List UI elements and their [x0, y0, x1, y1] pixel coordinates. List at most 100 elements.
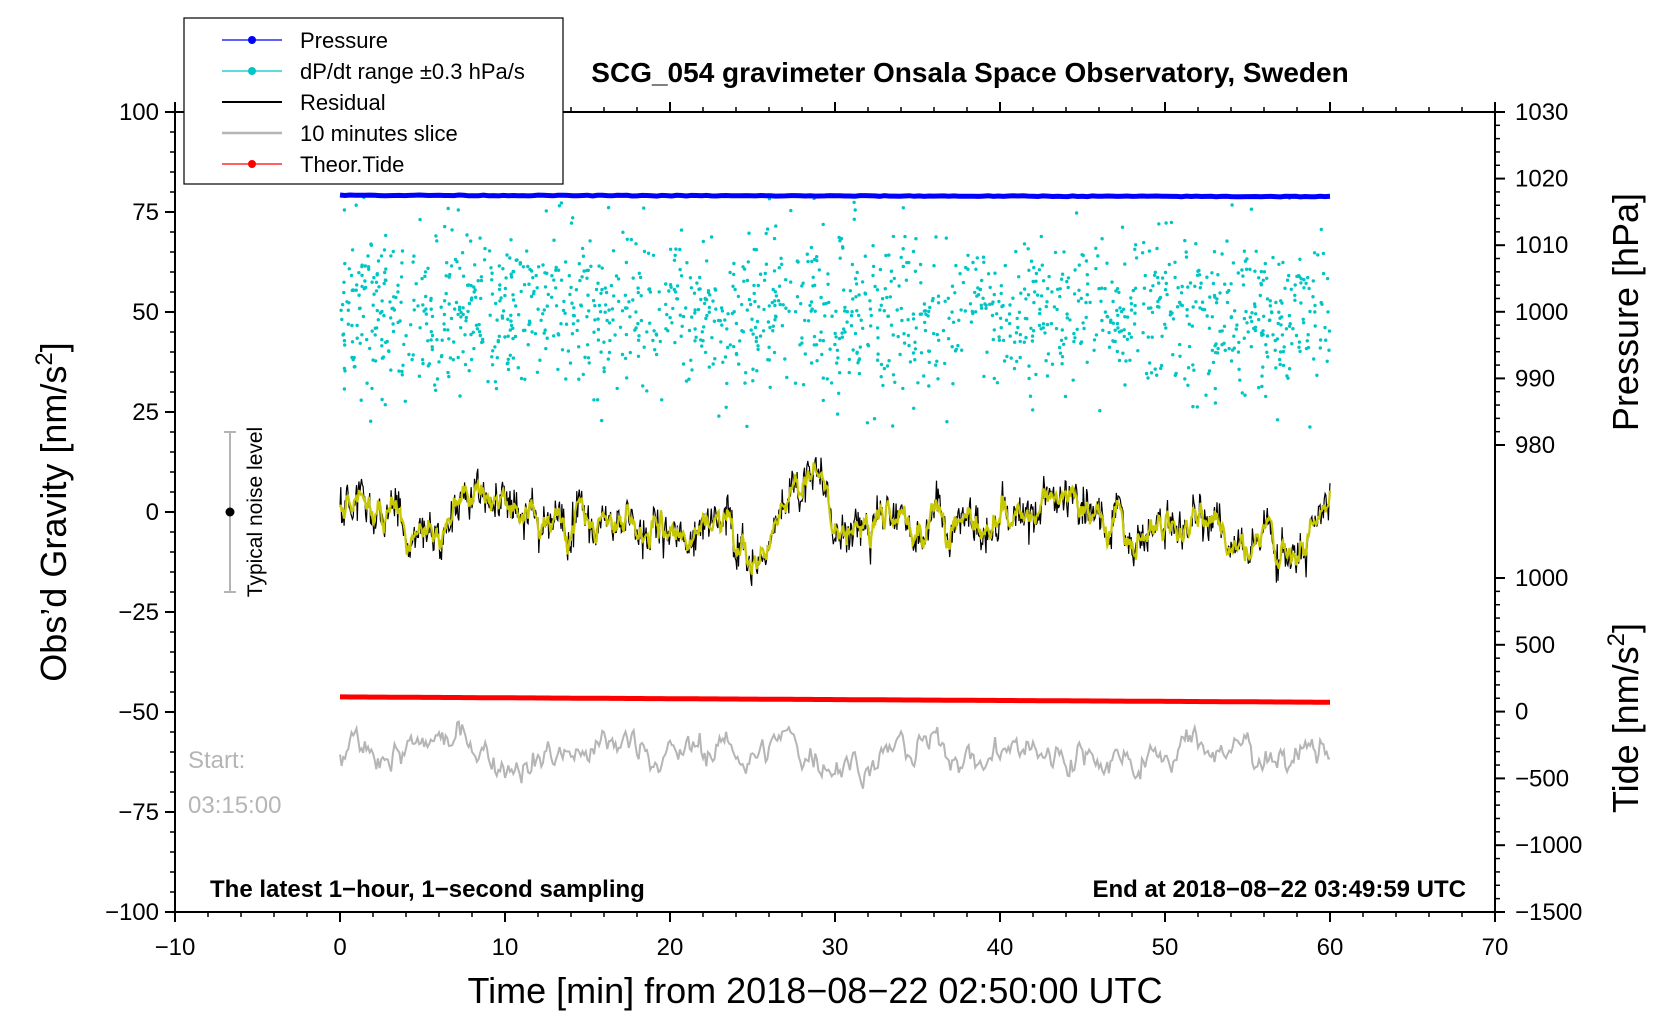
dpdt-point: [1045, 300, 1049, 304]
dpdt-point: [384, 278, 388, 283]
dpdt-point: [418, 326, 422, 330]
dpdt-point: [531, 292, 536, 296]
dpdt-point: [562, 299, 566, 304]
legend: Pressure dP/dt range ±0.3 hPa/s Residual…: [183, 17, 564, 185]
dpdt-point: [467, 369, 471, 373]
dpdt-point: [857, 357, 862, 361]
dpdt-point: [771, 324, 775, 328]
dpdt-point: [1282, 345, 1286, 349]
dpdt-point: [566, 349, 571, 353]
dpdt-point: [469, 357, 474, 362]
dpdt-point: [498, 299, 502, 303]
dpdt-point: [774, 294, 779, 298]
dpdt-point: [457, 308, 462, 312]
dpdt-point: [451, 358, 455, 362]
dpdt-point: [1099, 299, 1103, 303]
dpdt-point: [1094, 266, 1098, 271]
dpdt-point: [699, 297, 703, 302]
y-axis-tide: 1000 500 0 −500 −1000 −1500: [1495, 565, 1582, 926]
dpdt-point: [897, 284, 901, 288]
dpdt-point: [1263, 261, 1268, 266]
dpdt-point: [477, 330, 482, 334]
dpdt-point: [597, 264, 601, 268]
dpdt-point: [600, 418, 604, 423]
dpdt-point: [974, 267, 978, 271]
dpdt-point: [705, 259, 709, 263]
dpdt-point: [1119, 309, 1124, 314]
dpdt-point: [1259, 283, 1264, 287]
dpdt-point: [1039, 327, 1043, 331]
dpdt-point: [878, 308, 882, 312]
dpdt-point: [1111, 321, 1116, 325]
dpdt-point: [542, 308, 546, 312]
dpdt-point: [828, 347, 832, 351]
dpdt-point: [754, 336, 759, 340]
dpdt-point: [1307, 286, 1311, 291]
dpdt-point: [1231, 261, 1236, 265]
dpdt-point: [501, 267, 505, 271]
dpdt-point: [827, 300, 831, 305]
dpdt-point: [1013, 340, 1017, 344]
dpdt-point: [679, 228, 684, 232]
dpdt-point: [1108, 320, 1113, 324]
dpdt-point: [1168, 313, 1173, 317]
dpdt-point: [1291, 327, 1295, 331]
dpdt-point: [741, 265, 745, 269]
dpdt-point: [1128, 358, 1132, 362]
dpdt-point: [608, 338, 612, 343]
dpdt-point: [882, 309, 886, 313]
dpdt-point: [554, 265, 558, 270]
dpdt-point: [901, 264, 905, 269]
dpdt-point: [1270, 310, 1274, 315]
dpdt-point: [586, 293, 590, 297]
dpdt-point: [771, 287, 775, 292]
dpdt-point: [412, 254, 416, 258]
dpdt-point: [1055, 307, 1059, 312]
dpdt-point: [876, 336, 880, 340]
dpdt-point: [440, 338, 444, 342]
dpdt-point: [1029, 326, 1033, 330]
dpdt-point: [501, 309, 506, 313]
dpdt-point: [1129, 302, 1134, 306]
dpdt-point: [774, 315, 778, 319]
dpdt-point: [554, 286, 558, 290]
dpdt-point: [1079, 341, 1083, 346]
dpdt-point: [881, 383, 885, 388]
dpdt-point: [1027, 376, 1031, 381]
dpdt-point: [509, 272, 513, 276]
dpdt-point: [1037, 323, 1042, 328]
dpdt-point: [652, 329, 656, 333]
dpdt-point: [589, 264, 593, 268]
dpdt-point: [1220, 252, 1224, 256]
dpdt-point: [941, 328, 946, 333]
dpdt-point: [1298, 349, 1302, 354]
dpdt-point: [403, 399, 407, 403]
dpdt-point: [678, 267, 682, 272]
y-tick-label: 0: [146, 499, 159, 526]
dpdt-point: [1122, 334, 1127, 339]
dpdt-point: [1274, 300, 1278, 305]
dpdt-point: [648, 321, 652, 325]
dpdt-point: [1293, 293, 1297, 297]
dpdt-point: [1159, 366, 1163, 371]
y-tick-label: −25: [118, 599, 159, 626]
dpdt-point: [582, 269, 586, 273]
dpdt-point: [934, 235, 938, 239]
dpdt-point: [651, 338, 655, 343]
dpdt-point: [374, 280, 379, 284]
dpdt-point: [1107, 345, 1112, 349]
dpdt-point: [387, 349, 391, 354]
dpdt-point: [780, 262, 784, 266]
dpdt-point: [875, 326, 880, 330]
pressure-tick-label: 1030: [1515, 99, 1568, 126]
dpdt-point: [1110, 280, 1114, 284]
dpdt-point: [698, 287, 702, 291]
dpdt-point: [1001, 338, 1006, 343]
dpdt-point: [999, 326, 1003, 330]
start-time: 03:15:00: [188, 792, 281, 819]
dpdt-point: [1279, 299, 1283, 303]
dpdt-point: [963, 309, 967, 313]
dpdt-point: [646, 251, 651, 255]
dpdt-point: [631, 298, 635, 302]
dpdt-point: [950, 345, 954, 349]
